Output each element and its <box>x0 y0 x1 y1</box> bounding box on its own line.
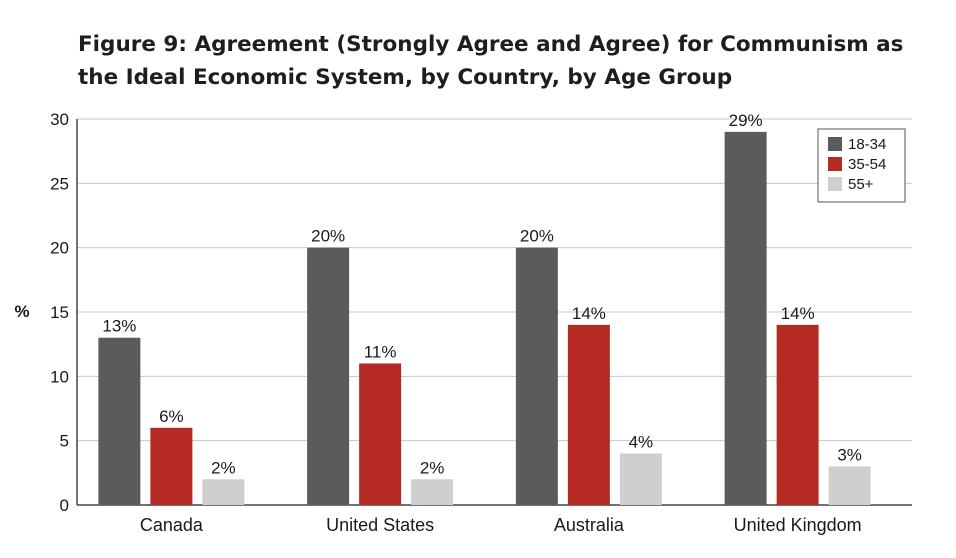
y-tick-label: 15 <box>50 303 69 322</box>
legend-swatch <box>828 137 842 151</box>
category-label: Canada <box>140 515 204 535</box>
bar-55+-united-kingdom <box>828 466 871 505</box>
legend-label: 18-34 <box>848 136 886 153</box>
data-label: 20% <box>520 227 554 246</box>
x-axis-categories: Canada United States Australia United Kingd… <box>140 515 862 535</box>
category-label: United States <box>326 515 434 535</box>
data-labels: 13% 6% 2% 20% 11% 2% 20% 14% 4% 29% 14% 3% <box>102 111 862 477</box>
legend-swatch <box>828 157 842 171</box>
y-tick-label: 0 <box>60 496 69 515</box>
bar-35-54-canada <box>150 427 193 505</box>
bar-55+-united-states <box>411 479 454 505</box>
legend: 18-34 35-54 55+ <box>817 128 906 203</box>
bar-18-34-united-states <box>307 247 350 505</box>
data-label: 2% <box>211 458 236 477</box>
category-label: United Kingdom <box>734 515 862 535</box>
legend-label: 35-54 <box>848 156 886 173</box>
y-tick-label: 25 <box>50 174 69 193</box>
data-label: 2% <box>420 458 445 477</box>
category-label: Australia <box>554 515 625 535</box>
chart-title: Figure 9: Agreement (Strongly Agree and … <box>78 32 904 90</box>
data-label: 14% <box>781 304 815 323</box>
legend-label: 55+ <box>848 176 874 193</box>
data-label: 3% <box>837 445 862 464</box>
bar-35-54-united-states <box>359 363 402 505</box>
bar-18-34-canada <box>98 337 141 505</box>
y-tick-label: 20 <box>50 239 69 258</box>
bar-35-54-united-kingdom <box>776 324 819 505</box>
data-label: 13% <box>102 317 136 336</box>
bar-35-54-australia <box>567 324 610 505</box>
data-label: 6% <box>159 407 184 426</box>
y-axis-label: % <box>14 302 29 321</box>
y-tick-label: 5 <box>60 432 69 451</box>
bars <box>98 131 871 505</box>
bar-18-34-australia <box>515 247 558 505</box>
y-tick-label: 30 <box>50 110 69 129</box>
bar-55+-canada <box>202 479 245 505</box>
y-axis-ticks: 0 5 10 15 20 25 30 <box>50 110 69 515</box>
data-label: 14% <box>572 304 606 323</box>
y-tick-label: 10 <box>50 367 69 386</box>
data-label: 29% <box>729 111 763 130</box>
data-label: 11% <box>364 342 397 361</box>
bar-18-34-united-kingdom <box>724 131 767 505</box>
legend-swatch <box>828 177 842 191</box>
data-label: 4% <box>629 433 654 452</box>
bar-55+-australia <box>619 453 662 505</box>
data-label: 20% <box>311 227 345 246</box>
